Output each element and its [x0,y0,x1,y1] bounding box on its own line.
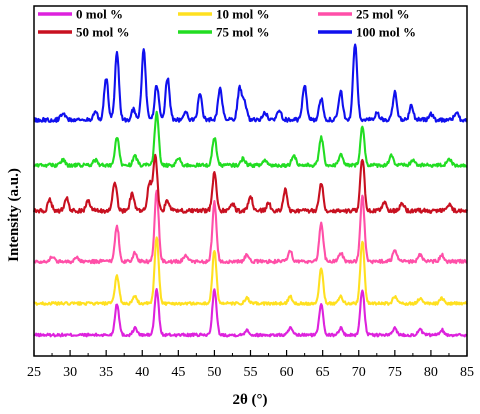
x-tick-label: 45 [171,365,185,380]
legend-label: 50 mol % [76,25,129,40]
series-line-1 [33,236,468,306]
legend-label: 10 mol % [216,7,269,22]
x-tick-label: 85 [460,365,474,380]
legend-label: 25 mol % [356,7,409,22]
series-line-3 [32,153,469,214]
legend-label: 100 mol % [356,25,416,40]
x-tick-label: 30 [63,365,77,380]
x-tick-label: 25 [27,365,41,380]
x-tick-label: 80 [424,365,438,380]
series-line-0 [33,288,468,338]
legend-label: 75 mol % [216,25,269,40]
x-tick-label: 55 [244,365,258,380]
x-axis-label: 2θ (°) [232,392,267,408]
x-tick-label: 75 [388,365,402,380]
y-axis-label: Intensity (a.u.) [6,168,22,262]
series-line-2 [33,189,468,265]
x-tick-label: 65 [316,365,330,380]
x-tick-label: 60 [280,365,294,380]
x-tick-label: 35 [99,365,113,380]
legend-label: 0 mol % [76,7,123,22]
series-layer [32,43,469,338]
legend: 0 mol % 10 mol % 25 mol % 50 mol % 75 mol % 1… [38,7,416,40]
x-tick-label: 70 [352,365,366,380]
x-tick-label: 50 [207,365,221,380]
x-tick-label: 40 [135,365,149,380]
x-ticks: 25 30 35 40 45 50 55 60 65 70 75 80 85 [27,350,474,380]
series-line-5 [33,43,468,123]
series-line-4 [33,110,468,169]
